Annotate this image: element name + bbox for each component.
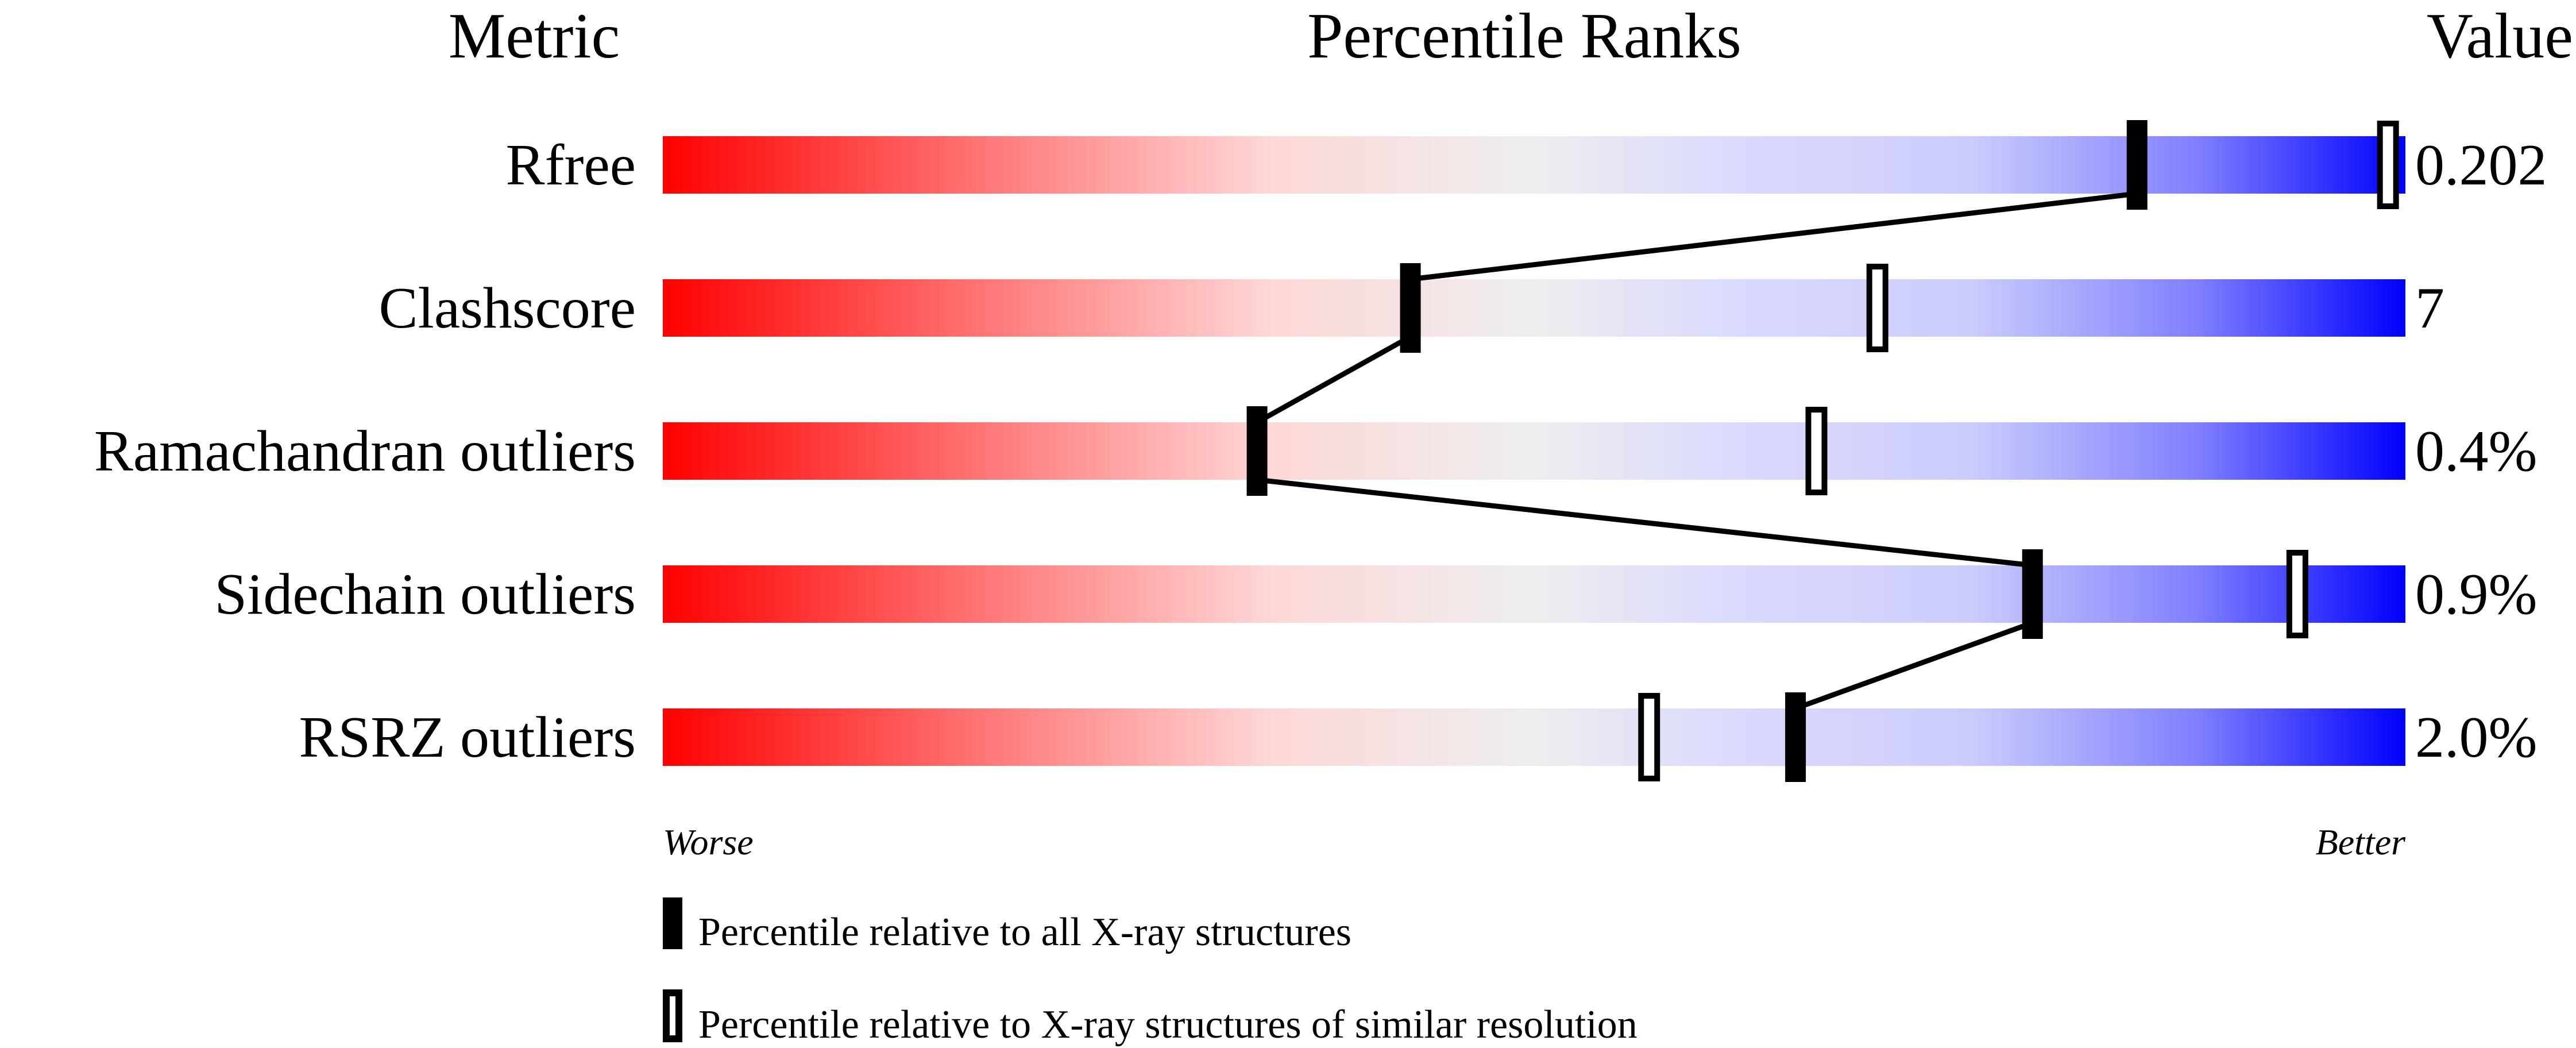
metric-value: 0.4% xyxy=(2415,419,2537,484)
axis-label-worse: Worse xyxy=(663,822,754,862)
connector-line xyxy=(1410,191,2138,282)
legend-label-similar: Percentile relative to X-ray structures … xyxy=(698,1003,1637,1047)
metric-label: Rfree xyxy=(505,133,636,198)
metric-value: 7 xyxy=(2415,276,2444,341)
marker-all-structures xyxy=(2022,549,2043,639)
metric-label: RSRZ outliers xyxy=(299,705,636,770)
metric-value: 0.202 xyxy=(2415,133,2547,198)
metric-label: Sidechain outliers xyxy=(214,562,636,627)
marker-similar-resolution xyxy=(1805,407,1828,495)
metric-label: Clashscore xyxy=(379,276,636,341)
marker-similar-resolution xyxy=(2377,121,2399,209)
connector-line xyxy=(1256,334,1412,425)
marker-all-structures xyxy=(1785,692,1806,782)
marker-similar-resolution xyxy=(1866,264,1888,352)
marker-all-structures xyxy=(2126,120,2148,210)
percentile-bar xyxy=(663,565,2405,623)
legend-filled-marker xyxy=(663,897,682,949)
legend-open-marker xyxy=(663,989,682,1042)
legend-label-all: Percentile relative to all X-ray structu… xyxy=(698,910,1351,954)
connector-line xyxy=(1257,477,2033,568)
metric-label: Ramachandran outliers xyxy=(94,419,636,484)
header-metric: Metric xyxy=(449,1,620,72)
header-percentile-ranks: Percentile Ranks xyxy=(1307,1,1741,72)
percentile-bar xyxy=(663,136,2405,194)
marker-similar-resolution xyxy=(1638,693,1660,781)
metric-value: 2.0% xyxy=(2415,705,2537,770)
connector-line xyxy=(1794,620,2034,711)
percentile-bar xyxy=(663,279,2405,337)
marker-similar-resolution xyxy=(2286,550,2308,638)
marker-all-structures xyxy=(1400,263,1421,353)
marker-all-structures xyxy=(1246,406,1268,496)
percentile-bar xyxy=(663,422,2405,480)
percentile-bar xyxy=(663,708,2405,766)
metric-value: 0.9% xyxy=(2415,562,2537,627)
axis-label-better: Better xyxy=(2316,822,2406,862)
header-value: Value xyxy=(2427,1,2573,72)
